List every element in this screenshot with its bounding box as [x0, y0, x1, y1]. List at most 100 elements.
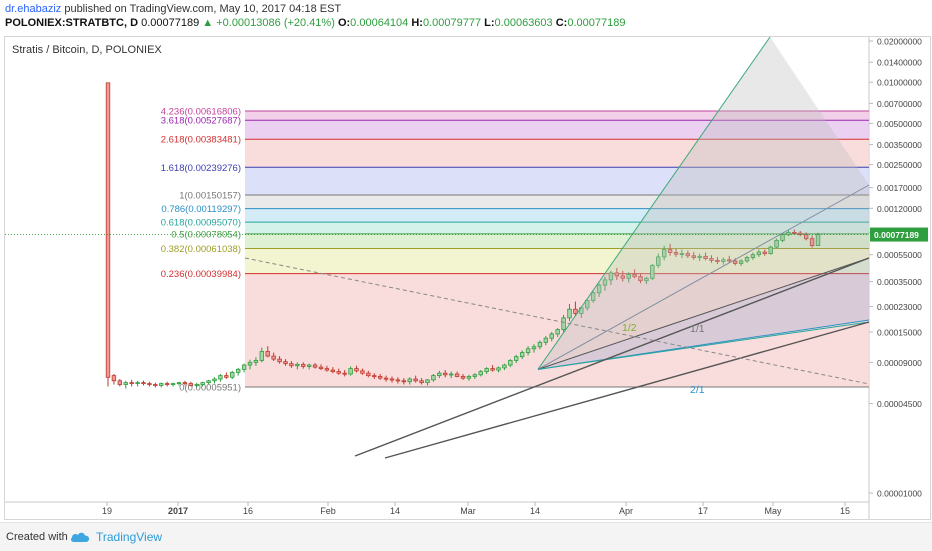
close-label: C: [555, 17, 568, 29]
candle-body [259, 351, 265, 361]
candle-body [650, 264, 655, 279]
fib-band [245, 194, 869, 209]
candle-body [401, 380, 407, 383]
candle-body [614, 272, 620, 277]
last-price-tag-label: 0.00077189 [874, 230, 919, 240]
candle-body [502, 364, 507, 369]
fib-level-label: 4.236(0.00616806) [161, 106, 241, 117]
price-tick-label: 0.00170000 [877, 183, 922, 193]
candle-body [466, 376, 472, 379]
candle-body [531, 346, 537, 350]
candle-body [277, 358, 282, 363]
candle-body [265, 351, 270, 357]
fib-level-label: 2.618(0.00383481) [161, 135, 241, 146]
candle-body [407, 378, 412, 383]
candle-body [750, 254, 756, 258]
time-tick-label: 17 [698, 506, 708, 516]
candle-body [312, 364, 318, 368]
fib-level-label: 1(0.00150157) [179, 190, 241, 201]
price-tick-label: 0.00700000 [877, 99, 922, 109]
candle-body [602, 279, 608, 286]
up-arrow-icon: ▲ [202, 17, 214, 29]
candle-body [738, 260, 744, 264]
time-tick-label: 19 [102, 506, 112, 516]
candle-body [567, 308, 572, 319]
candle-body [762, 251, 767, 255]
candle-body [691, 255, 696, 258]
candle-body [715, 259, 720, 262]
candle-body [176, 382, 182, 385]
candle-body [218, 375, 223, 380]
candle-body [318, 366, 324, 370]
candle-body [608, 272, 614, 281]
tradingview-cloud-icon [70, 532, 90, 542]
candle-body [484, 368, 489, 373]
candle-body [123, 382, 128, 385]
candle-body [141, 382, 146, 385]
candle-body [697, 255, 702, 258]
candle-body [377, 376, 383, 379]
candle-body [496, 367, 501, 371]
candle-body [549, 333, 554, 339]
candle-body [224, 375, 229, 378]
candle-body [354, 368, 359, 372]
open-label: O: [337, 17, 351, 29]
symbol-label: POLONIEX:STRATBTC, D [5, 17, 139, 29]
candle-body [129, 382, 134, 385]
gann-fan-line [537, 257, 870, 370]
candle-body [679, 253, 685, 256]
fib-band [245, 110, 869, 121]
candle-body [135, 382, 140, 385]
candle-body [425, 379, 430, 384]
price-tick-label: 0.00001000 [877, 489, 922, 499]
candle-body [596, 284, 602, 294]
time-tick-label: Mar [460, 506, 476, 516]
candle-body [809, 238, 815, 246]
candle-body [774, 239, 779, 248]
price-tick-label: 0.00015000 [877, 327, 922, 337]
candle-body [620, 275, 625, 279]
candle-body [188, 383, 194, 386]
last-price-tag [870, 227, 928, 242]
candle-body [443, 372, 448, 376]
candle-body [360, 370, 365, 374]
gann-ratio-label: 1/1 [690, 323, 705, 335]
gann-ratio-label: 2/1 [690, 384, 705, 396]
candle-body [661, 249, 667, 258]
gann-fan-line [537, 184, 870, 370]
candle-body [431, 375, 436, 381]
candle-body [159, 383, 164, 386]
author-link[interactable]: dr.ehabaziz [5, 3, 62, 15]
created-with-label: Created with [6, 531, 68, 543]
time-tick-label: Apr [619, 506, 633, 516]
candle-body [295, 363, 300, 367]
candle-body [744, 257, 750, 262]
candle-body [732, 260, 738, 264]
time-tick-label: 16 [243, 506, 253, 516]
candle-body [703, 255, 708, 260]
candle-body [105, 82, 111, 378]
fib-level-label: 0(0.00005951) [179, 382, 241, 393]
time-tick-label: 15 [840, 506, 850, 516]
fib-level-label: 1.618(0.00239276) [161, 163, 241, 174]
price-tick-label: 0.02000000 [877, 37, 922, 47]
fib-level-label: 0.786(0.00119297) [161, 204, 241, 215]
candle-body [383, 377, 389, 380]
tradingview-brand-link[interactable]: TradingView [96, 530, 163, 544]
close-value: 0.00077189 [567, 17, 626, 29]
candle-body [656, 256, 661, 266]
candle-body [525, 348, 531, 354]
candle-body [537, 341, 543, 348]
candle-body [200, 382, 205, 385]
price-tick-label: 0.01000000 [877, 78, 922, 88]
fib-level-label: 0.236(0.00039984) [161, 269, 241, 280]
candle-body [235, 368, 241, 373]
price-tick-label: 0.00023000 [877, 302, 922, 312]
candle-body [389, 378, 395, 381]
candle-body [585, 300, 590, 309]
candle-body [413, 378, 418, 382]
candle-body [289, 363, 294, 367]
candle-body [792, 232, 797, 234]
candle-body [460, 376, 466, 379]
